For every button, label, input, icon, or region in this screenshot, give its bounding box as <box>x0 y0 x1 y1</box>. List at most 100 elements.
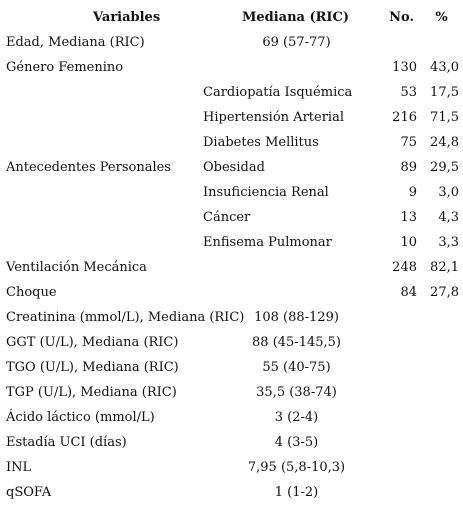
row-label: Ácido láctico (mmol/L) <box>6 410 155 425</box>
row-mediana <box>198 280 383 305</box>
table-row: Ácido láctico (mmol/L) 3 (2-4) <box>0 405 463 430</box>
patient-characteristics-table: Variables Mediana (RIC) No. % Edad, Medi… <box>0 4 463 505</box>
table-row: Creatinina (mmol/L), Mediana (RIC) 108 (8… <box>0 305 463 330</box>
row-sublabel: Cáncer <box>203 210 251 225</box>
row-mediana: 1 (1-2) <box>274 485 319 500</box>
row-count: 75 <box>400 135 417 150</box>
row-label: Creatinina (mmol/L), Mediana (RIC) <box>6 310 245 325</box>
row-label: Antecedentes Personales <box>6 160 171 175</box>
row-count: 130 <box>392 60 417 75</box>
row-label <box>0 180 198 205</box>
row-label: GGT (U/L), Mediana (RIC) <box>6 335 179 350</box>
table-body: Edad, Mediana (RIC) 69 (57-77) Género Feme… <box>0 30 463 505</box>
row-mediana: 55 (40-75) <box>262 360 331 375</box>
table-row: Hipertensión Arterial 216 71,5 <box>0 105 463 130</box>
table-row: Ventilación Mecánica 248 82,1 <box>0 255 463 280</box>
row-mediana <box>198 255 383 280</box>
table-row: TGP (U/L), Mediana (RIC) 35,5 (38-74) <box>0 380 463 405</box>
row-mediana: 88 (45-145,5) <box>252 335 341 350</box>
row-sublabel: Enfisema Pulmonar <box>203 235 332 250</box>
row-percent: 71,5 <box>430 110 459 125</box>
table-row: Enfisema Pulmonar 10 3,3 <box>0 230 463 255</box>
row-count: 89 <box>400 160 417 175</box>
row-percent: 17,5 <box>430 85 459 100</box>
row-mediana: 7,95 (5,8-10,3) <box>247 460 346 475</box>
table-row: Cáncer 13 4,3 <box>0 205 463 230</box>
header-pct: % <box>435 9 448 25</box>
row-sublabel: Hipertensión Arterial <box>203 110 344 125</box>
row-count <box>383 380 420 405</box>
row-count: 248 <box>392 260 417 275</box>
row-label <box>0 130 198 155</box>
row-label: INL <box>6 460 32 475</box>
row-count <box>383 430 420 455</box>
row-mediana: 4 (3-5) <box>274 435 319 450</box>
row-label <box>0 205 198 230</box>
row-percent <box>420 30 463 55</box>
row-count <box>383 405 420 430</box>
row-count <box>383 480 420 505</box>
row-sublabel: Cardiopatía Isquémica <box>203 85 353 100</box>
row-percent: 3,3 <box>438 235 459 250</box>
row-label: Estadía UCI (días) <box>6 435 127 450</box>
table-row: INL 7,95 (5,8-10,3) <box>0 455 463 480</box>
header-variables: Variables <box>93 9 161 25</box>
table-row: Diabetes Mellitus 75 24,8 <box>0 130 463 155</box>
row-sublabel: Obesidad <box>203 160 265 175</box>
row-count: 9 <box>408 185 417 200</box>
row-mediana: 69 (57-77) <box>262 35 331 50</box>
row-percent <box>420 480 463 505</box>
row-percent <box>420 380 463 405</box>
table-row: Cardiopatía Isquémica 53 17,5 <box>0 80 463 105</box>
row-label: Edad, Mediana (RIC) <box>6 35 145 50</box>
row-mediana: 3 (2-4) <box>274 410 319 425</box>
row-label <box>0 105 198 130</box>
row-percent: 24,8 <box>430 135 459 150</box>
row-count: 216 <box>392 110 417 125</box>
table-header: Variables Mediana (RIC) No. % <box>0 4 463 30</box>
row-percent <box>420 305 463 330</box>
table-row: qSOFA 1 (1-2) <box>0 480 463 505</box>
row-mediana <box>198 55 383 80</box>
row-label <box>0 230 198 255</box>
row-count <box>383 355 420 380</box>
row-count <box>383 455 420 480</box>
row-percent: 27,8 <box>430 285 459 300</box>
row-sublabel: Insuficiencia Renal <box>203 185 329 200</box>
row-count: 10 <box>400 235 417 250</box>
row-label: TGP (U/L), Mediana (RIC) <box>6 385 177 400</box>
table-row: Género Femenino 130 43,0 <box>0 55 463 80</box>
row-count <box>383 305 420 330</box>
table-row: Antecedentes Personales Obesidad 89 29,5 <box>0 155 463 180</box>
row-percent: 82,1 <box>430 260 459 275</box>
row-percent: 3,0 <box>438 185 459 200</box>
row-count: 84 <box>400 285 417 300</box>
row-percent: 4,3 <box>438 210 459 225</box>
row-percent <box>420 430 463 455</box>
row-count: 53 <box>400 85 417 100</box>
row-count <box>383 330 420 355</box>
row-label: qSOFA <box>6 485 52 500</box>
row-mediana: 35,5 (38-74) <box>256 385 337 400</box>
row-percent <box>420 355 463 380</box>
row-percent <box>420 455 463 480</box>
row-count: 13 <box>400 210 417 225</box>
table-row: Estadía UCI (días) 4 (3-5) <box>0 430 463 455</box>
row-label: TGO (U/L), Mediana (RIC) <box>6 360 179 375</box>
row-sublabel: Diabetes Mellitus <box>203 135 319 150</box>
row-label: Género Femenino <box>6 60 124 75</box>
row-percent: 43,0 <box>430 60 459 75</box>
header-no: No. <box>389 9 414 25</box>
row-label <box>0 80 198 105</box>
row-label: Choque <box>6 285 57 300</box>
table-row: Choque 84 27,8 <box>0 280 463 305</box>
row-percent: 29,5 <box>430 160 459 175</box>
row-percent <box>420 405 463 430</box>
row-count <box>383 30 420 55</box>
header-row: Variables Mediana (RIC) No. % <box>0 4 463 30</box>
table-row: Insuficiencia Renal 9 3,0 <box>0 180 463 205</box>
table-row: Edad, Mediana (RIC) 69 (57-77) <box>0 30 463 55</box>
header-mediana: Mediana (RIC) <box>241 9 350 25</box>
table-row: TGO (U/L), Mediana (RIC) 55 (40-75) <box>0 355 463 380</box>
